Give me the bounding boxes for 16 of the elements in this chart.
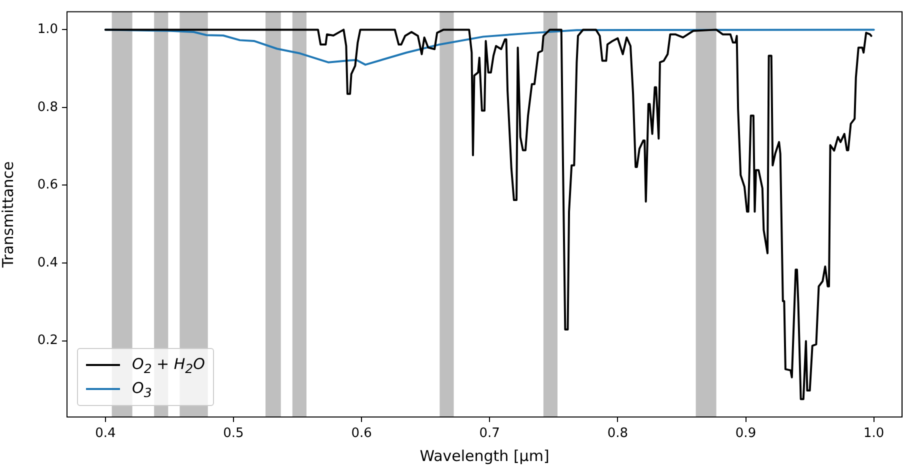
y-tick-label: 0.8 [37,100,58,115]
x-tick-label: 0.7 [479,426,500,442]
legend-label: O$_{2}$ + H$_{2}$O [132,354,205,376]
y-axis-title: Transmittance [0,161,17,269]
y-tick-label: 0.4 [37,255,58,270]
x-axis-title: Wavelength [μm] [420,446,550,465]
x-tick-label: 0.5 [223,426,244,442]
x-tick-label: 0.6 [351,426,372,442]
y-tick-label: 1.0 [37,22,58,38]
x-tick-label: 0.8 [607,426,628,442]
y-tick-label: 0.2 [37,333,58,348]
legend-label: O$_{3}$ [132,378,152,400]
x-tick-label: 0.9 [735,426,756,442]
y-tick-label: 0.6 [37,178,58,193]
x-tick-label: 0.4 [95,426,116,442]
x-tick-label: 1.0 [863,426,884,442]
